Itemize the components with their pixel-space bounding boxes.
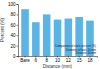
- x-tick: 12: [66, 56, 72, 63]
- x-tick-label: 8: [45, 58, 48, 63]
- y-tick-mark: [17, 4, 19, 5]
- y-tick-label: 0: [13, 54, 16, 59]
- annotation: Distance 10 mm: [76, 51, 97, 55]
- bar: [54, 20, 62, 56]
- x-tick-label: 10: [55, 58, 61, 63]
- x-tick: 6: [35, 56, 38, 63]
- y-tick: 0: [13, 54, 18, 59]
- plot: 0 20 40 60 80 100 Bare 6 8 10 12 15 18 Comparison of …: [8, 2, 98, 63]
- y-tick-label: 20: [10, 44, 16, 49]
- x-axis: Bare 6 8 10 12 15 18: [19, 56, 98, 63]
- y-axis-title: Percent (%): [0, 18, 5, 42]
- y-tick-mark: [17, 25, 19, 26]
- x-tick-label: Bare: [20, 58, 30, 63]
- bar: [21, 9, 29, 56]
- x-axis-title: Distance (mm): [43, 64, 73, 69]
- x-tick: 18: [87, 56, 93, 63]
- x-tick-label: 15: [77, 58, 83, 63]
- y-tick: 20: [10, 44, 18, 49]
- y-tick-mark: [17, 14, 19, 15]
- x-tick: Bare: [20, 56, 30, 63]
- x-tick-label: 12: [66, 58, 72, 63]
- x-tick: 10: [55, 56, 61, 63]
- y-tick-label: 40: [10, 33, 16, 38]
- x-tick: 8: [45, 56, 48, 63]
- y-tick-label: 60: [10, 23, 16, 28]
- y-tick-mark: [17, 46, 19, 47]
- annotations: Comparison of stairs per unit (%)Diamete…: [55, 44, 97, 55]
- bar: [32, 22, 40, 56]
- y-tick: 40: [10, 33, 18, 38]
- y-tick-mark: [17, 56, 19, 57]
- y-tick-mark: [17, 35, 19, 36]
- y-axis: 0 20 40 60 80 100: [8, 2, 19, 59]
- y-tick: 60: [10, 23, 18, 28]
- y-tick-label: 80: [10, 12, 16, 17]
- chart: 0 20 40 60 80 100 Bare 6 8 10 12 15 18 Comparison of …: [0, 0, 100, 69]
- x-tick-label: 6: [35, 58, 38, 63]
- bar: [43, 14, 51, 56]
- y-axis-line: [17, 5, 19, 57]
- x-tick-label: 18: [87, 58, 93, 63]
- x-tick: 15: [77, 56, 83, 63]
- y-tick-label: 100: [8, 2, 16, 7]
- y-tick: 100: [8, 2, 18, 7]
- y-tick: 80: [10, 12, 18, 17]
